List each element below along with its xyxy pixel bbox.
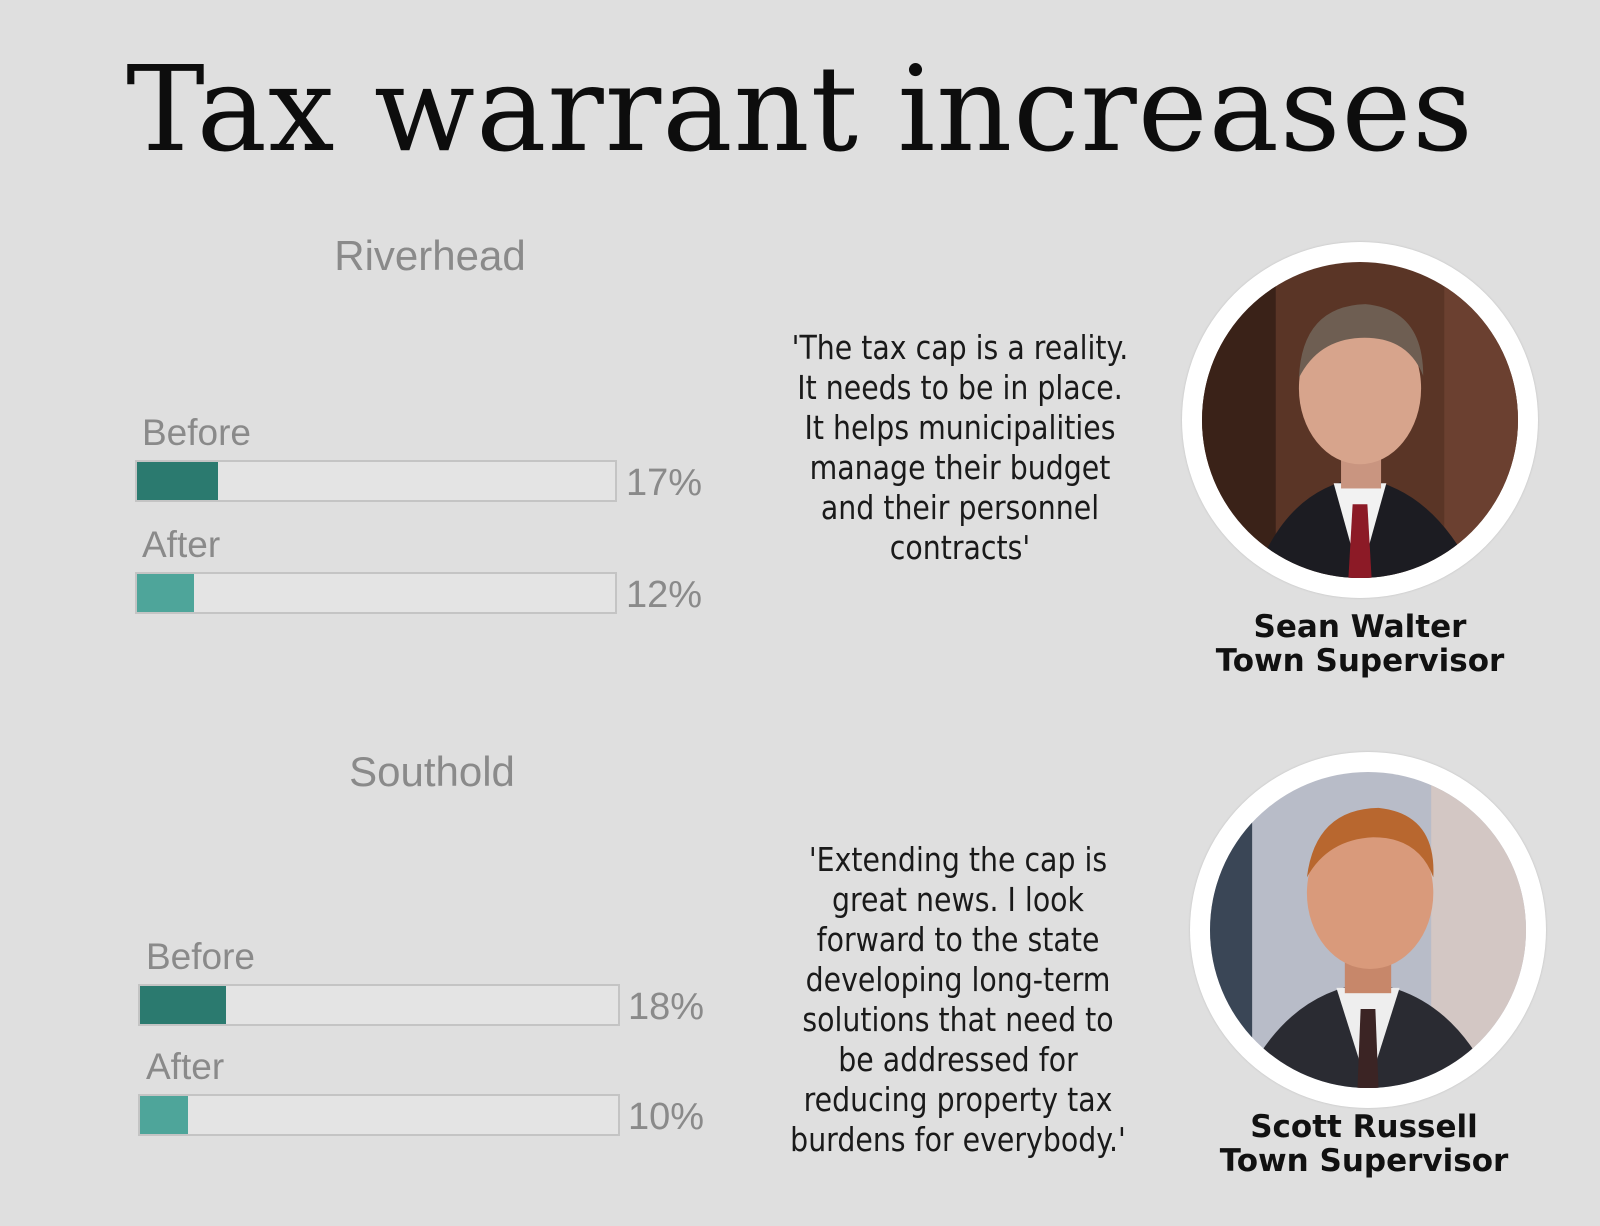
portrait-image — [1210, 772, 1526, 1088]
bar-value-label: 17% — [626, 462, 703, 504]
bar-fill — [140, 1096, 188, 1134]
bar-value-label: 18% — [628, 986, 705, 1028]
bar-value-label: 12% — [626, 574, 703, 616]
page-title: Tax warrant increases — [126, 40, 1474, 178]
author-name: Scott Russell — [1250, 1109, 1478, 1145]
quote-text: 'The tax cap is a reality. It needs to b… — [791, 328, 1129, 567]
riverhead-section: Riverhead Before 17% After 12% 'The tax … — [0, 220, 1600, 700]
portrait-image — [1202, 262, 1518, 578]
southold-section: Southold Before 18% After 10% 'Extending… — [0, 740, 1600, 1220]
bar-fill — [137, 462, 219, 500]
bar-track-after — [138, 1094, 620, 1136]
quote-author: Scott Russell Town Supervisor — [1184, 1110, 1544, 1178]
quote-text: 'Extending the cap is great news. I look… — [790, 840, 1126, 1159]
author-role: Town Supervisor — [1219, 1143, 1509, 1179]
bar-label-after: After — [146, 1046, 225, 1087]
bar-track-before — [135, 460, 617, 502]
chart-title: Riverhead — [334, 232, 526, 279]
portrait-photo — [1182, 242, 1538, 598]
bar-fill — [140, 986, 227, 1024]
chart-title: Southold — [349, 748, 515, 795]
quote-author: Sean Walter Town Supervisor — [1180, 610, 1540, 678]
author-name: Sean Walter — [1253, 609, 1467, 645]
bar-label-before: Before — [146, 936, 256, 977]
bar-value-label: 10% — [628, 1096, 705, 1138]
author-role: Town Supervisor — [1215, 643, 1505, 679]
portrait-photo — [1190, 752, 1546, 1108]
bar-track-after — [135, 572, 617, 614]
bar-label-before: Before — [142, 412, 252, 453]
bar-track-before — [138, 984, 620, 1026]
bar-label-after: After — [142, 524, 221, 565]
bar-fill — [137, 574, 195, 612]
